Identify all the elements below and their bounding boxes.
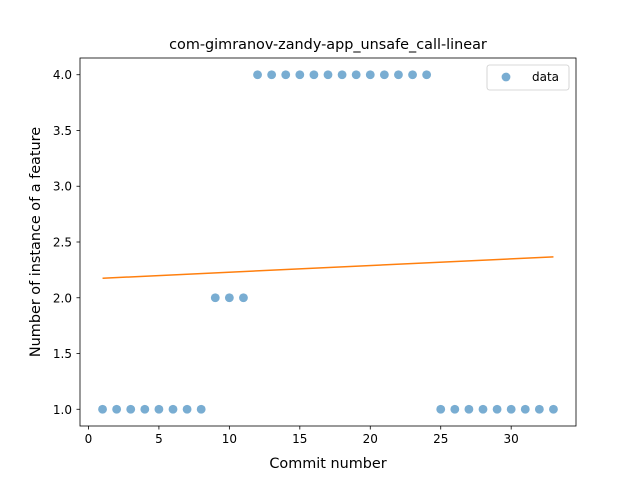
data-point (520, 404, 530, 414)
plot-area (98, 70, 558, 414)
data-point (112, 404, 122, 414)
y-axis-label: Number of instance of a feature (28, 127, 44, 357)
legend: data (486, 64, 570, 91)
y-tick-label: 2.0 (53, 291, 72, 305)
chart-title: com-gimranov-zandy-app_unsafe_call-linea… (169, 37, 487, 53)
y-tick-label: 1.5 (53, 347, 72, 361)
data-point (379, 70, 389, 80)
data-point (196, 404, 206, 414)
data-point (253, 70, 262, 80)
fit-line (102, 256, 554, 279)
data-point (351, 70, 361, 80)
y-tick-label: 4.0 (53, 68, 72, 82)
data-point (182, 404, 192, 414)
data-point (168, 404, 178, 414)
data-point (436, 404, 446, 414)
data-point (140, 404, 150, 414)
y-tick-label: 3.0 (53, 180, 72, 194)
data-point (464, 404, 474, 414)
legend-label: data (532, 70, 559, 84)
axes: 0 5 10 15 20 25 30 1.0 1.5 2.0 2.5 3.0 3.5 4.0 (53, 57, 577, 446)
x-tick-label: 0 (85, 432, 93, 446)
data-point (506, 404, 516, 414)
data-point (394, 70, 403, 80)
data-point (224, 293, 234, 303)
data-point (408, 70, 417, 80)
x-tick-label: 30 (504, 432, 519, 446)
data-point (281, 70, 291, 80)
data-point (337, 70, 347, 80)
data-point (267, 70, 277, 80)
data-point (478, 404, 488, 414)
y-tick-label: 3.5 (53, 124, 72, 138)
legend-marker (501, 72, 511, 82)
data-point (549, 404, 558, 414)
data-point (309, 70, 319, 80)
legend-box (486, 64, 570, 91)
data-point (295, 70, 305, 80)
data-point (210, 293, 220, 303)
x-tick-label: 25 (433, 432, 448, 446)
data-point (492, 404, 502, 414)
x-tick-label: 10 (222, 432, 237, 446)
data-point (154, 404, 164, 414)
x-tick-label: 15 (292, 432, 307, 446)
x-tick-label: 5 (155, 432, 163, 446)
x-tick-label: 20 (363, 432, 378, 446)
data-point (534, 404, 544, 414)
data-point (323, 70, 333, 80)
x-axis-label: Commit number (269, 456, 386, 472)
y-tick-label: 1.0 (53, 403, 72, 417)
data-point (365, 70, 375, 80)
data-point (98, 404, 107, 414)
data-point (422, 70, 432, 80)
y-tick-label: 2.5 (53, 236, 72, 250)
data-point (126, 404, 136, 414)
data-point (239, 293, 248, 303)
data-point (450, 404, 460, 414)
